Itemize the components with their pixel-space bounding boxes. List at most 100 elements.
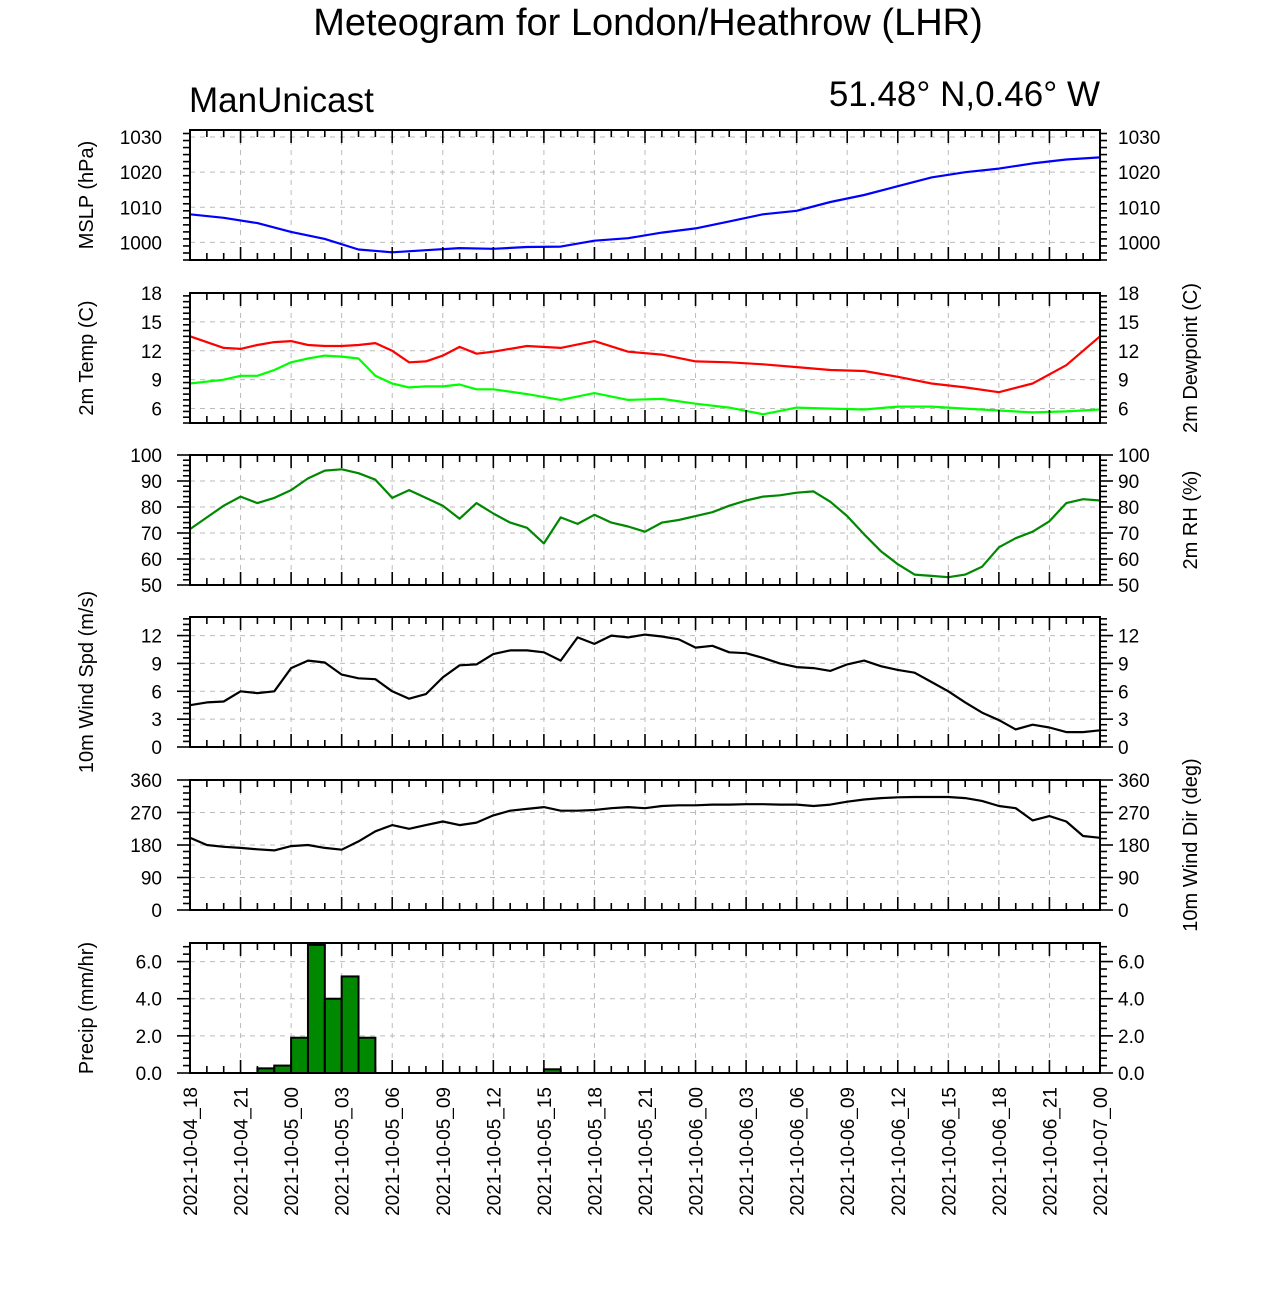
y-axis-label-right: 2m Dewpoint (C) (1180, 283, 1202, 433)
y-tick-label-right: 9 (1118, 654, 1129, 675)
series-line-mslp (189, 156, 1101, 254)
y-tick-label-right: 100 (1118, 446, 1150, 467)
y-axis-label-left: MSLP (hPa) (76, 141, 98, 250)
x-tick-label: 2021-10-07_00 (1091, 1087, 1112, 1216)
x-tick-label: 2021-10-06_18 (990, 1087, 1011, 1216)
series-line-dewpoint (189, 354, 1101, 416)
model-label: ManUnicast (189, 81, 374, 120)
x-tick-label: 2021-10-05_06 (383, 1087, 404, 1216)
y-tick-label-right: 90 (1118, 869, 1139, 890)
panel-rh: 50 50 60 60 70 70 80 80 90 90 100 100 2m RH (%) (130, 446, 1202, 597)
y-tick-label-right: 12 (1118, 627, 1139, 648)
x-tick-label: 2021-10-06_00 (687, 1087, 708, 1216)
y-tick-label-right: 0.0 (1118, 1064, 1144, 1085)
y-tick-label-right: 360 (1118, 771, 1150, 792)
precip-bar (323, 997, 343, 1075)
x-tick-label: 2021-10-06_09 (838, 1087, 859, 1216)
y-tick-label-left: 1030 (120, 128, 162, 149)
x-tick-label: 2021-10-06_06 (788, 1087, 809, 1216)
y-tick-label-right: 180 (1118, 836, 1150, 857)
panel-wind_dir: 0 0 90 90 180 180 270 270 360 360 10m Wind Dir (de… (130, 758, 1202, 931)
y-tick-label-right: 80 (1118, 498, 1139, 519)
panel-precip: 0.0 0.0 2.0 2.0 4.0 4.0 6.0 6.0 Precip (mm/hr) (76, 942, 1144, 1085)
precip-bar (306, 943, 326, 1074)
y-axis-label-left: Precip (mm/hr) (76, 942, 98, 1074)
panel-wind_speed: 0 0 3 3 6 6 9 9 12 12 10m Wind Spd (m/s) (76, 591, 1139, 773)
y-tick-label-right: 50 (1118, 576, 1139, 597)
series-line-temp (189, 335, 1101, 394)
precip-bar (290, 1036, 309, 1074)
y-tick-label-right: 0 (1118, 901, 1129, 922)
y-axis-label-right: 10m Wind Dir (deg) (1180, 758, 1202, 931)
x-tick-label: 2021-10-05_12 (484, 1087, 505, 1216)
y-tick-label-right: 4.0 (1118, 990, 1144, 1011)
y-tick-label-left: 6 (151, 400, 162, 421)
y-tick-label-right: 1030 (1118, 128, 1160, 149)
x-tick-label: 2021-10-05_21 (636, 1087, 657, 1216)
x-axis: 2021-10-04_18 2021-10-04_21 2021-10-05_00 2… (181, 1087, 1112, 1216)
x-tick-label: 2021-10-06_15 (939, 1087, 960, 1216)
y-tick-label-right: 270 (1118, 804, 1150, 825)
y-tick-label-left: 70 (141, 524, 162, 545)
y-tick-label-right: 60 (1118, 550, 1139, 571)
y-tick-label-right: 2.0 (1118, 1027, 1144, 1048)
y-tick-label-left: 3 (151, 710, 162, 731)
y-tick-label-left: 4.0 (136, 990, 162, 1011)
y-tick-label-right: 70 (1118, 524, 1139, 545)
y-tick-label-left: 60 (141, 550, 162, 571)
y-tick-label-right: 12 (1118, 342, 1139, 363)
x-tick-label: 2021-10-06_12 (889, 1087, 910, 1216)
series-line-wind_speed (189, 633, 1101, 734)
y-tick-label-left: 360 (130, 771, 162, 792)
y-tick-label-left: 50 (141, 576, 162, 597)
y-tick-label-left: 15 (141, 313, 162, 334)
precip-bar (340, 975, 360, 1075)
y-tick-label-left: 180 (130, 836, 162, 857)
y-tick-label-right: 6.0 (1118, 953, 1144, 974)
series-line-wind_dir (189, 795, 1101, 852)
y-tick-label-left: 270 (130, 804, 162, 825)
y-tick-label-right: 1020 (1118, 163, 1160, 184)
y-tick-label-right: 0 (1118, 738, 1129, 759)
x-tick-label: 2021-10-05_15 (535, 1087, 556, 1216)
y-axis-label-left: 10m Wind Spd (m/s) (76, 591, 98, 773)
y-tick-label-left: 9 (151, 654, 162, 675)
chart-title: Meteogram for London/Heathrow (LHR) (313, 2, 983, 44)
y-tick-label-left: 0 (151, 738, 162, 759)
panel-temp: 6 6 9 9 12 12 15 15 18 18 2m Temp (C) 2m Dewpoint (… (76, 283, 1202, 433)
x-tick-label: 2021-10-05_00 (282, 1087, 303, 1216)
x-tick-label: 2021-10-05_03 (333, 1087, 354, 1216)
y-tick-label-left: 12 (141, 342, 162, 363)
y-tick-label-left: 1020 (120, 163, 162, 184)
x-tick-label: 2021-10-04_21 (232, 1087, 253, 1216)
panel-mslp: 1000 1000 1010 1010 1020 1020 1030 1030 MSLP (hP… (76, 128, 1160, 261)
y-tick-label-left: 100 (130, 446, 162, 467)
y-tick-label-left: 90 (141, 869, 162, 890)
y-tick-label-left: 1000 (120, 233, 162, 254)
y-tick-label-left: 6 (151, 682, 162, 703)
precip-bar (273, 1064, 293, 1074)
y-axis-label-right: 2m RH (%) (1180, 471, 1202, 570)
y-tick-label-right: 15 (1118, 313, 1139, 334)
y-axis-label-left: 2m Temp (C) (76, 300, 98, 415)
location-label: 51.48° N,0.46° W (829, 75, 1100, 114)
y-tick-label-right: 90 (1118, 472, 1139, 493)
x-tick-label: 2021-10-06_21 (1040, 1087, 1061, 1216)
y-tick-label-right: 3 (1118, 710, 1129, 731)
y-tick-label-left: 0.0 (136, 1064, 162, 1085)
y-tick-label-left: 0 (151, 901, 162, 922)
x-tick-label: 2021-10-05_18 (585, 1087, 606, 1216)
y-tick-label-left: 18 (141, 284, 162, 305)
y-tick-label-right: 18 (1118, 284, 1139, 305)
y-tick-label-left: 80 (141, 498, 162, 519)
y-tick-label-right: 1000 (1118, 233, 1160, 254)
y-tick-label-left: 2.0 (136, 1027, 162, 1048)
y-tick-label-left: 12 (141, 627, 162, 648)
y-tick-label-right: 1010 (1118, 198, 1160, 219)
x-tick-label: 2021-10-04_18 (181, 1087, 202, 1216)
y-tick-label-left: 1010 (120, 198, 162, 219)
y-tick-label-left: 6.0 (136, 953, 162, 974)
y-tick-label-right: 6 (1118, 400, 1129, 421)
